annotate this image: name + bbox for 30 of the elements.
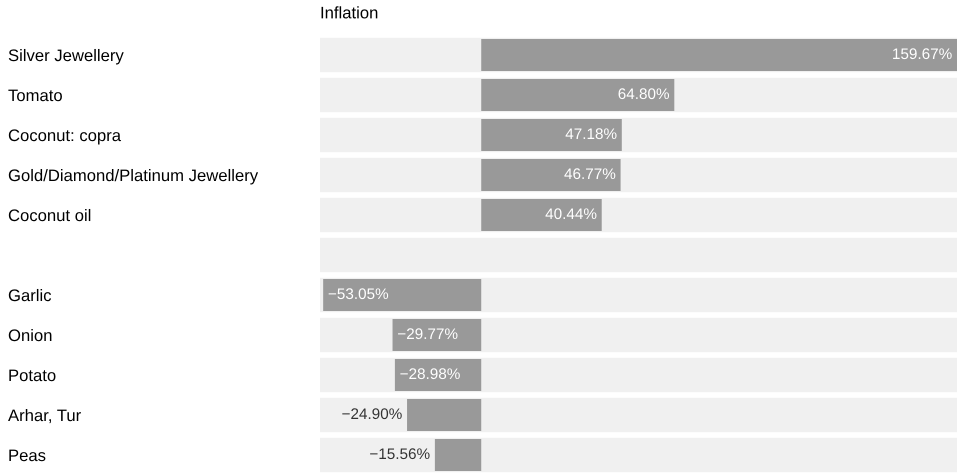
y-tick-label: Coconut oil [8, 208, 90, 222]
data-label: −24.90% [342, 408, 402, 420]
y-tick-label: Tomato [8, 90, 62, 102]
y-tick-label: Arhar, Tur [8, 408, 81, 424]
bar [481, 119, 622, 151]
data-label: 40.44% [546, 208, 596, 220]
y-tick-label: Coconut: copra [8, 129, 122, 144]
bar [394, 359, 482, 391]
y-tick-label: Garlic [8, 288, 52, 302]
bar [323, 279, 482, 311]
bar [434, 439, 482, 471]
data-label: −29.77% [398, 328, 458, 340]
bar [392, 319, 482, 351]
bar [481, 199, 602, 231]
data-label: −53.05% [328, 288, 388, 300]
y-tick-label: Silver Jewellery [8, 48, 124, 64]
y-tick-label: Potato [9, 370, 56, 382]
chart-title: Inflation [322, 6, 378, 18]
y-tick-label: Gold/Diamond/Platinum Jewellery [8, 168, 258, 184]
data-label: 64.80% [618, 88, 670, 100]
bar [481, 79, 674, 111]
y-tick-label: Peas [9, 450, 46, 462]
bar [481, 159, 621, 191]
data-label: 47.18% [566, 128, 617, 140]
data-label: −15.56% [370, 448, 430, 460]
bar [407, 399, 482, 431]
data-label: −28.98% [400, 368, 460, 380]
data-label: 159.67% [893, 48, 952, 60]
data-label: 46.77% [564, 168, 616, 180]
y-tick-label: Onion [8, 328, 52, 342]
